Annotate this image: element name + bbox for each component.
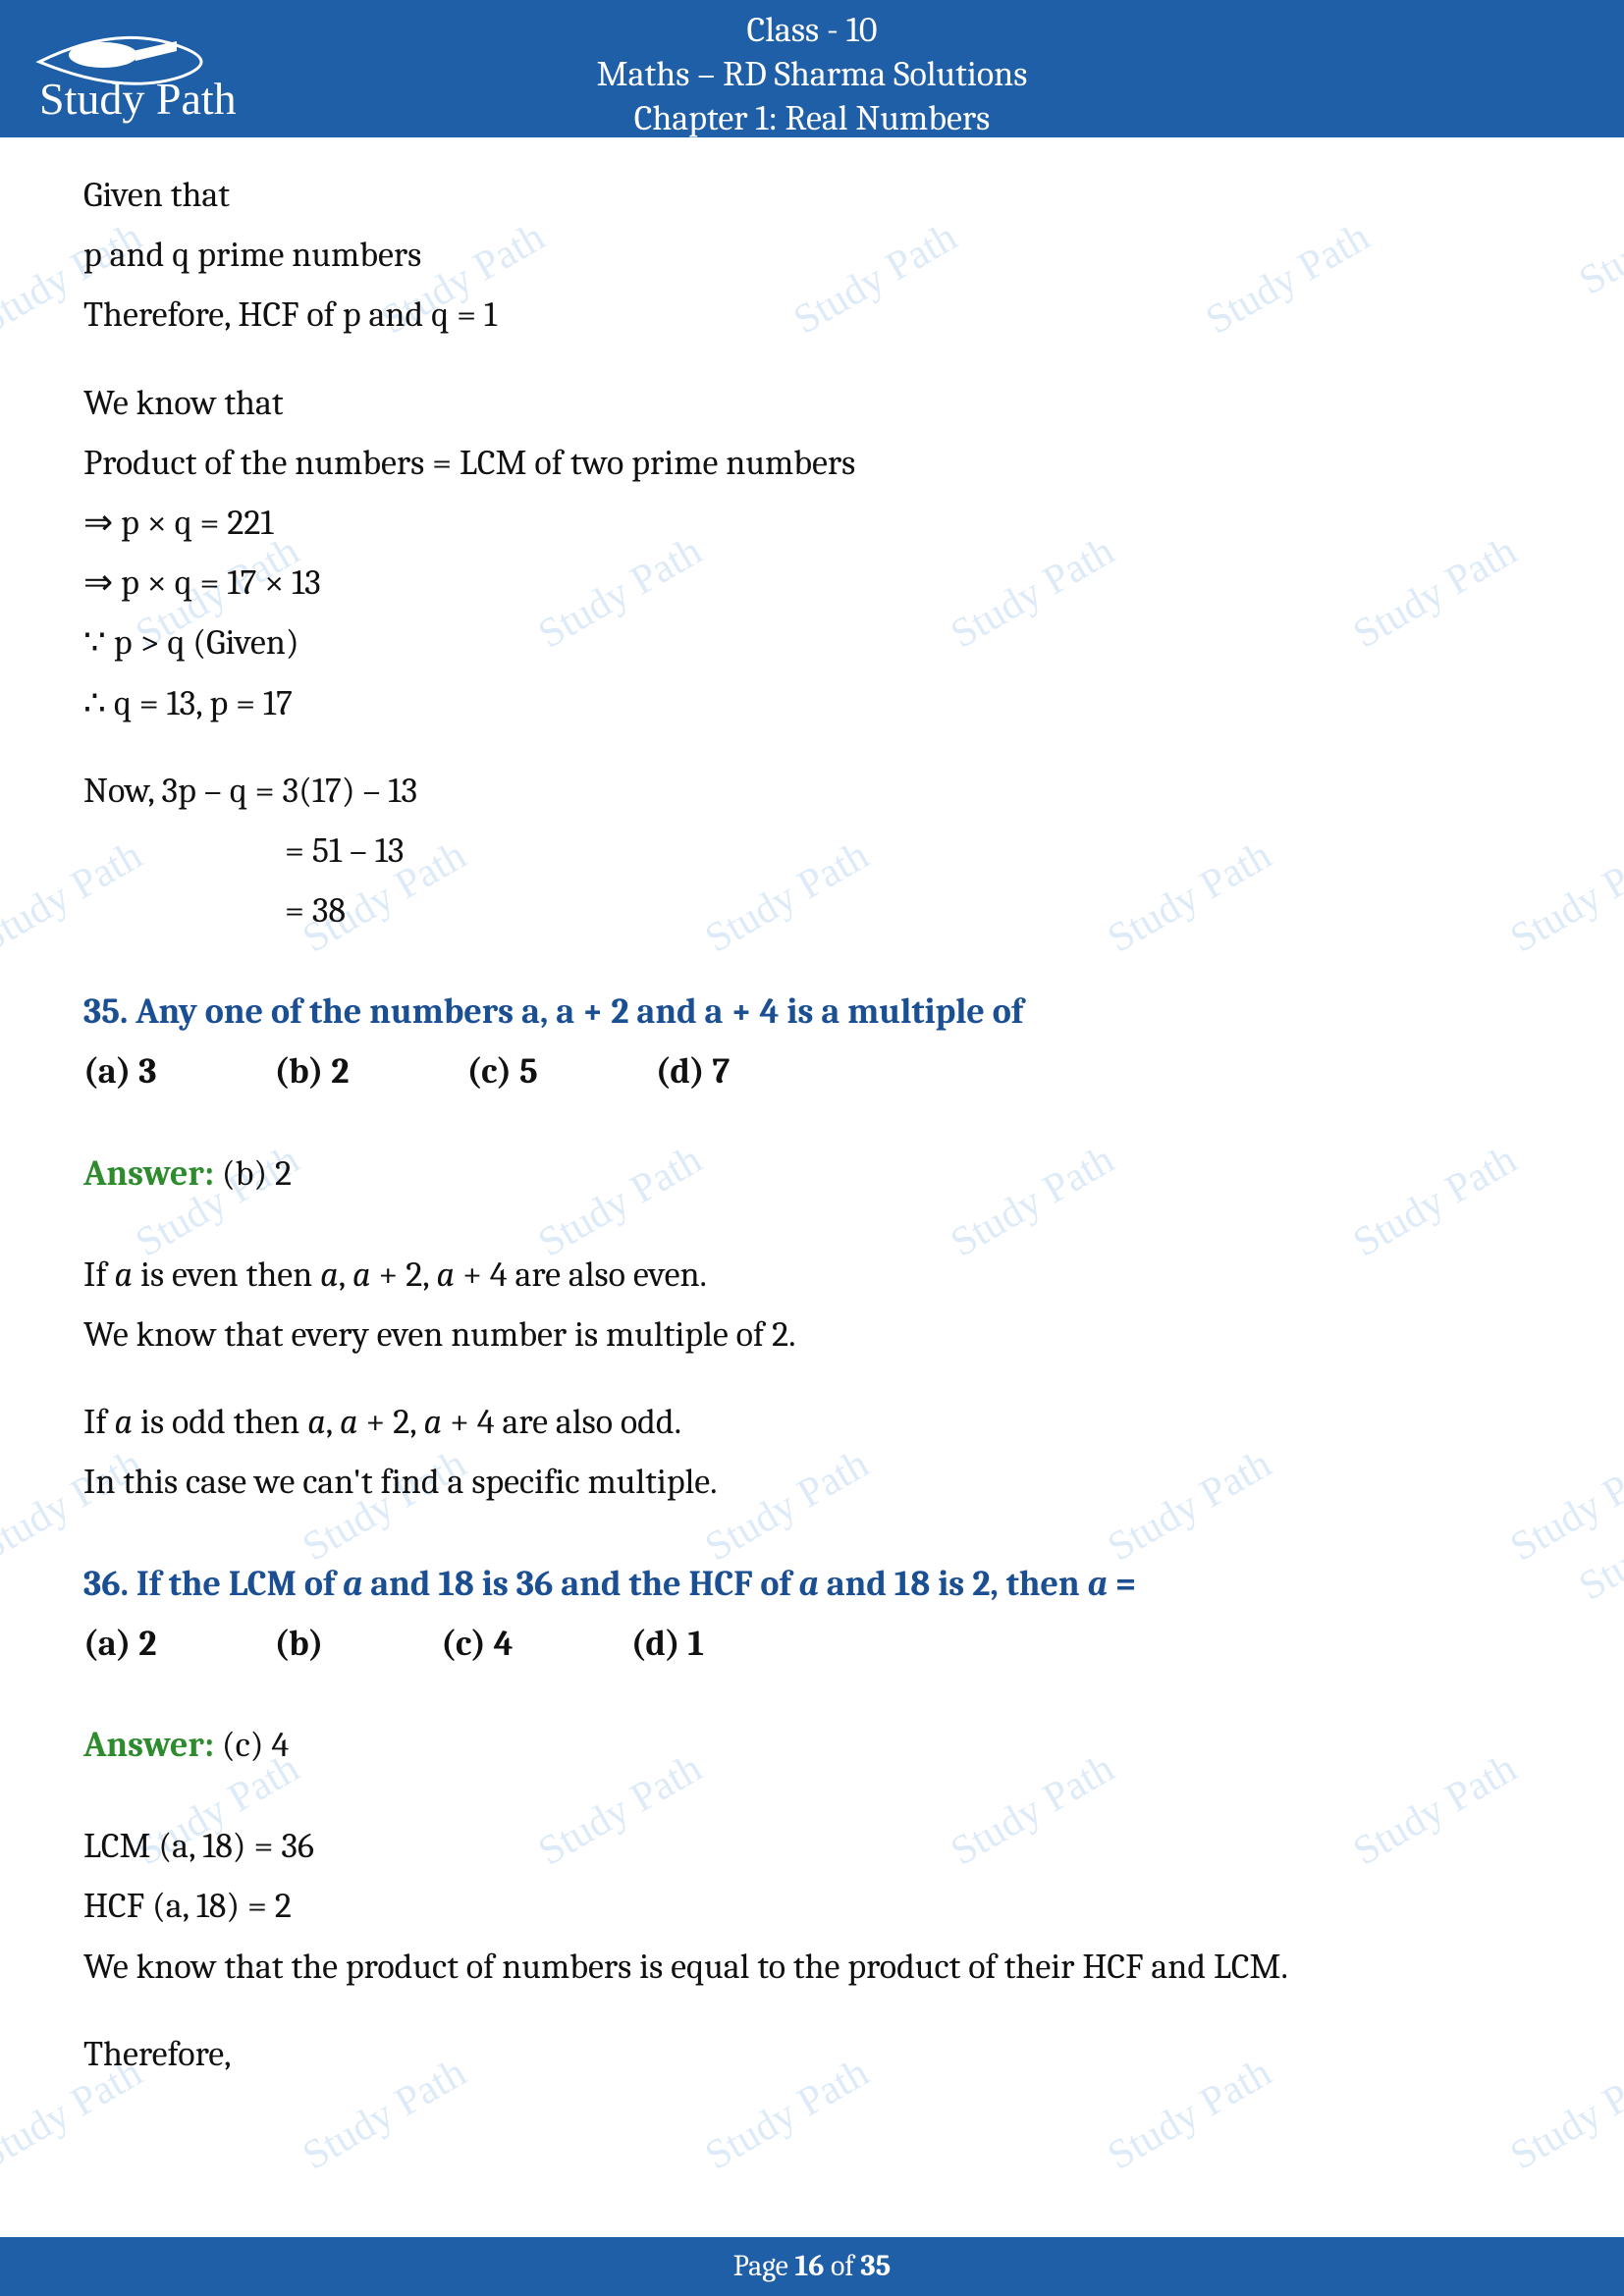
explain-line: HCF (a, 18) = 2 [83,1876,1541,1936]
footer-page-num: 16 [795,2249,825,2283]
text-line: ⇒ p × q = 17 × 13 [83,553,1541,613]
page-header: Study Path Class - 10 Maths – RD Sharma … [0,0,1624,137]
text-line: We know that [83,373,1541,433]
answer-label: Answer: [83,1725,214,1765]
explain-line: We know that every even number is multip… [83,1305,1541,1364]
answer-value: (b) 2 [214,1153,292,1194]
option-b: (b) 2 [274,1041,349,1101]
option-a: (a) 2 [83,1614,156,1674]
question-36: 36. If the LCM of a and 18 is 36 and the… [83,1554,1541,1614]
text-line: = 38 [83,881,1541,940]
question-35-options: (a) 3 (b) 2 (c) 5 (d) 7 [83,1041,1541,1101]
option-c: (c) 4 [441,1614,513,1674]
option-a: (a) 3 [83,1041,156,1101]
text-line: Therefore, HCF of p and q = 1 [83,285,1541,345]
explain-line: We know that the product of numbers is e… [83,1937,1541,1997]
text-line: = 51 – 13 [83,821,1541,881]
logo: Study Path [29,8,255,126]
footer-total: 35 [860,2249,891,2283]
text-line: ⇒ p × q = 221 [83,493,1541,553]
explain-line: Therefore, [83,2024,1541,2084]
footer-pre: Page [733,2249,795,2283]
question-36-options: (a) 2 (b) (c) 4 (d) 1 [83,1614,1541,1674]
option-d: (d) 7 [656,1041,731,1101]
text-line: ∴ q = 13, p = 17 [83,673,1541,733]
option-b: (b) [274,1614,323,1674]
text-line: ∵ p > q (Given) [83,613,1541,672]
answer-value: (c) 4 [214,1725,289,1765]
footer-mid: of [824,2249,860,2283]
text-line: Product of the numbers = LCM of two prim… [83,433,1541,493]
text-line: Now, 3p – q = 3(17) – 13 [83,761,1541,821]
option-d: (d) 1 [631,1614,704,1674]
question-35: 35. Any one of the numbers a, a + 2 and … [83,982,1541,1041]
explain-line: If a is odd then a, a + 2, a + 4 are als… [83,1392,1541,1452]
page-footer: Page 16 of 35 [0,2237,1624,2296]
answer-36: Answer: (c) 4 [83,1715,1541,1775]
answer-35: Answer: (b) 2 [83,1144,1541,1203]
option-c: (c) 5 [466,1041,537,1101]
explain-line: LCM (a, 18) = 36 [83,1816,1541,1876]
explain-line: If a is even then a, a + 2, a + 4 are al… [83,1245,1541,1305]
text-line: p and q prime numbers [83,225,1541,285]
text-line: Given that [83,165,1541,225]
answer-label: Answer: [83,1153,214,1194]
page-content: Given that p and q prime numbers Therefo… [0,137,1624,2084]
explain-line: In this case we can't find a specific mu… [83,1452,1541,1512]
svg-text:Study Path: Study Path [39,74,237,124]
